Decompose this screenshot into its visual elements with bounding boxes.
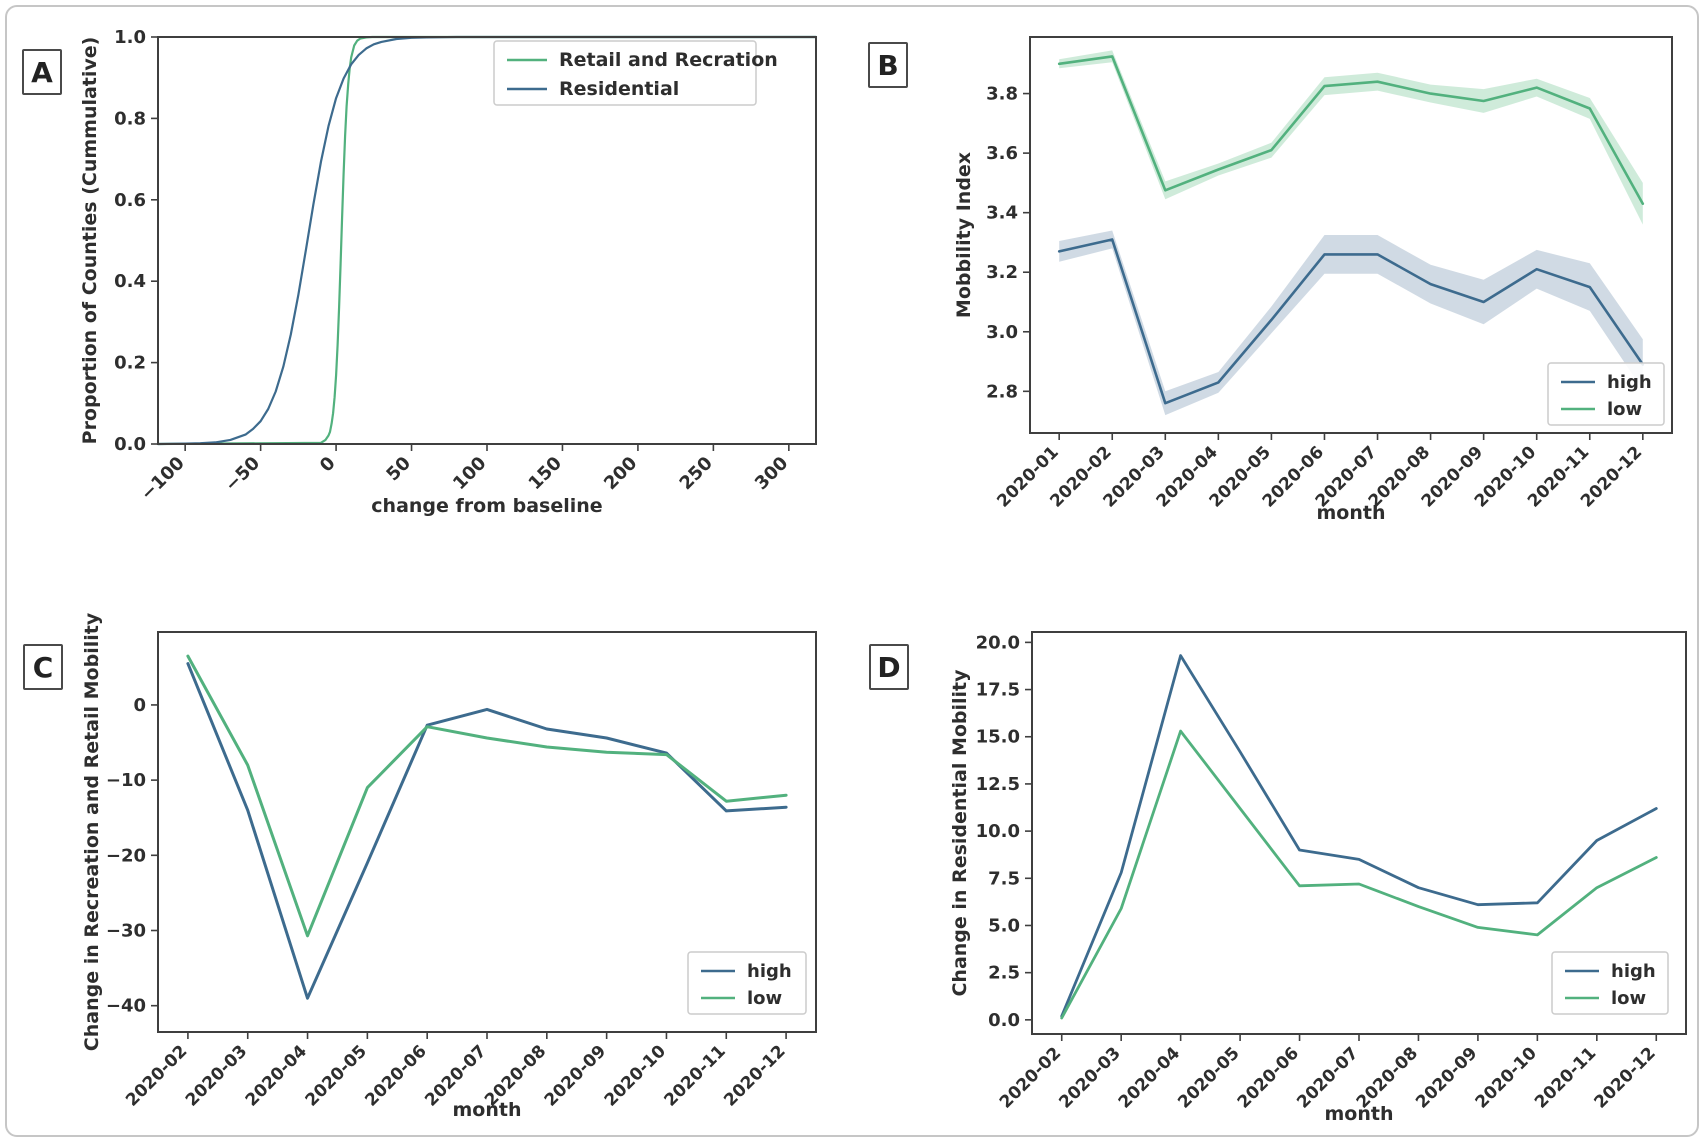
- plot-spines: [1029, 36, 1673, 434]
- series-band-high: [1059, 230, 1643, 416]
- panel-label-a: A: [22, 49, 62, 95]
- series-line-high: [1060, 654, 1658, 1018]
- y-tick-label: 3.2: [986, 262, 1018, 283]
- y-tick-label: 12.5: [976, 774, 1020, 795]
- legend-label-high: high: [1607, 372, 1652, 393]
- y-tick-label: 5.0: [988, 915, 1020, 936]
- series-line-low: [186, 654, 788, 938]
- x-axis-label: month: [1317, 502, 1386, 524]
- series-line-Retail and Recration: [156, 35, 818, 446]
- x-axis-label: month: [1325, 1103, 1394, 1125]
- y-tick-label: 2.5: [988, 963, 1020, 984]
- y-tick-label: 1.0: [114, 27, 146, 48]
- y-axis-label: Mobbility Index: [953, 152, 975, 318]
- legend-label-high: high: [1611, 961, 1656, 982]
- legend-label-Residential: Residential: [559, 78, 679, 100]
- series-line-high: [186, 662, 788, 1000]
- y-tick-label: 0.0: [988, 1010, 1020, 1031]
- y-tick-label: 3.0: [986, 322, 1018, 343]
- y-tick-label: 2.8: [986, 381, 1018, 402]
- y-tick-label: −10: [106, 770, 146, 791]
- legend-label-high: high: [747, 961, 792, 982]
- y-tick-label: 0.6: [114, 190, 146, 211]
- x-axis-label: month: [453, 1099, 522, 1121]
- y-tick-label: 0.2: [114, 353, 146, 374]
- series-line-Residential: [156, 35, 818, 446]
- y-tick-label: 0.4: [114, 271, 146, 292]
- legend-label-low: low: [747, 988, 782, 1009]
- y-tick-label: 17.5: [976, 680, 1020, 701]
- legend-label-low: low: [1607, 399, 1642, 420]
- y-tick-label: 3.4: [986, 203, 1018, 224]
- y-tick-label: 3.8: [986, 84, 1018, 105]
- y-tick-label: 15.0: [976, 727, 1020, 748]
- legend-label-Retail and Recration: Retail and Recration: [559, 49, 778, 71]
- y-tick-label: 0.8: [114, 108, 146, 129]
- y-axis-label: Change in Recreation and Retail Mobility: [81, 612, 103, 1051]
- y-tick-label: 0.0: [114, 434, 146, 455]
- series-line-high: [1057, 238, 1645, 405]
- series-band-low: [1059, 50, 1643, 225]
- x-axis-label: change from baseline: [371, 495, 602, 517]
- y-axis-label: Change in Residential Mobility: [949, 669, 971, 997]
- y-axis-label: Proportion of Counties (Cummulative): [79, 37, 101, 445]
- figure-border: [5, 5, 1699, 1137]
- y-tick-label: 3.6: [986, 143, 1018, 164]
- y-tick-label: 7.5: [988, 868, 1020, 889]
- y-tick-label: −30: [106, 920, 146, 941]
- panel-label-c: C: [23, 644, 63, 690]
- y-tick-label: 20.0: [976, 632, 1020, 653]
- y-tick-label: −40: [106, 996, 146, 1017]
- y-tick-label: 10.0: [976, 821, 1020, 842]
- legend-box: [493, 40, 757, 106]
- legend-label-low: low: [1611, 988, 1646, 1009]
- y-tick-label: −20: [106, 845, 146, 866]
- y-tick-label: 0: [133, 695, 146, 716]
- series-line-low: [1060, 729, 1658, 1020]
- panel-label-d: D: [869, 644, 909, 690]
- series-line-low: [1057, 55, 1645, 205]
- panel-label-b: B: [868, 42, 908, 88]
